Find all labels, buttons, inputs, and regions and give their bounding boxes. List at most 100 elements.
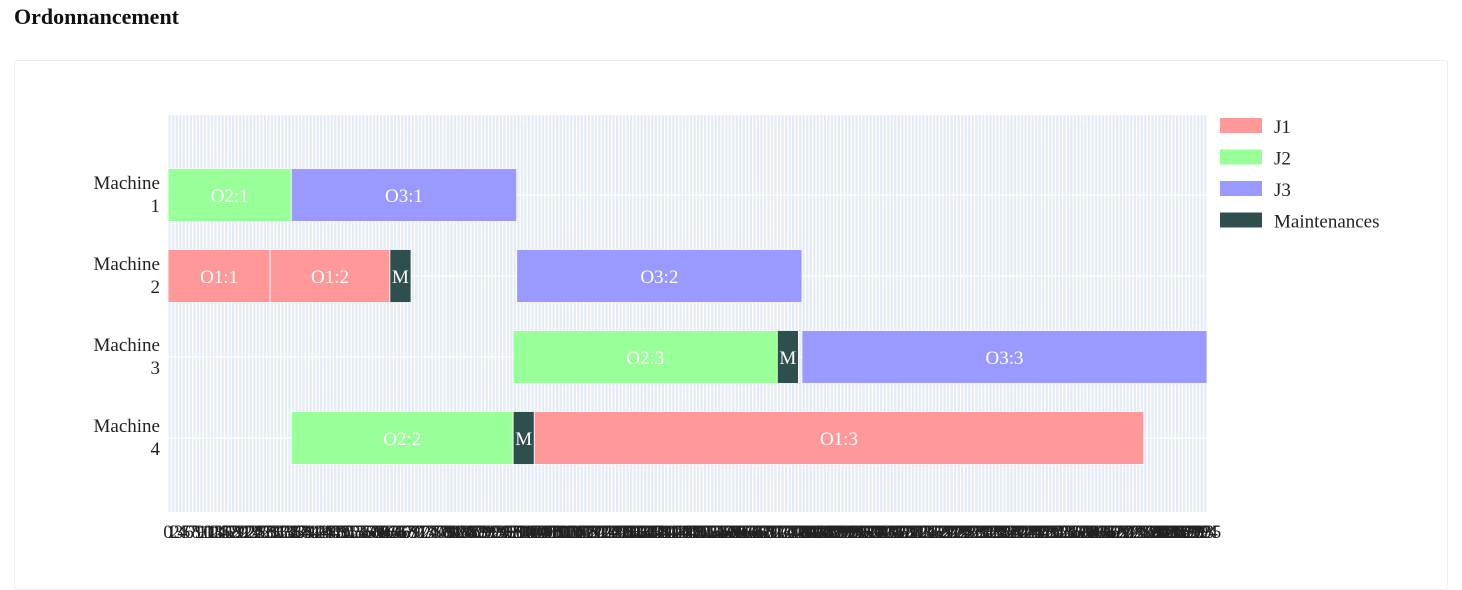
- x-tick-label: 160: [717, 522, 746, 543]
- x-tick-label: 210: [893, 522, 922, 543]
- x-tick-label: 105: [524, 522, 553, 543]
- x-tick-label: 252: [1041, 522, 1070, 543]
- x-tick-label: 283: [1150, 522, 1179, 543]
- x-tick-label: 289: [1172, 522, 1201, 543]
- x-tick-label: 161: [721, 522, 750, 543]
- x-tick-label: 215: [911, 522, 940, 543]
- x-tick-label: 181: [791, 522, 820, 543]
- x-tick-label: 53: [345, 522, 364, 543]
- x-tick-label: 157: [707, 522, 736, 543]
- x-tick-label: 162: [724, 522, 753, 543]
- x-tick-label: 120: [576, 522, 605, 543]
- x-tick-label: 100: [506, 522, 535, 543]
- x-tick-label: 258: [1062, 522, 1091, 543]
- task-label: O1:2: [311, 267, 349, 288]
- x-tick-label: 152: [689, 522, 718, 543]
- legend-swatch: [1220, 149, 1262, 165]
- x-tick-label: 31: [268, 522, 287, 543]
- y-axis-label: Machine 1: [94, 173, 160, 217]
- x-tick-label: 52: [342, 522, 361, 543]
- x-tick-label: 43: [310, 522, 329, 543]
- x-tick-label: 243: [1010, 522, 1039, 543]
- x-tick-label: 153: [693, 522, 722, 543]
- legend-swatch: [1220, 212, 1262, 228]
- x-tick-label: 25: [247, 522, 266, 543]
- x-tick-label: 263: [1080, 522, 1109, 543]
- x-tick-label: 32: [271, 522, 290, 543]
- x-tick-label: 116: [563, 522, 591, 543]
- x-tick-label: 123: [587, 522, 616, 543]
- x-tick-label: 107: [531, 522, 560, 543]
- x-tick-label: 66: [391, 522, 410, 543]
- x-tick-label: 230: [964, 522, 993, 543]
- x-tick-label: 182: [795, 522, 824, 543]
- x-tick-label: 292: [1182, 522, 1211, 543]
- x-tick-label: 110: [542, 522, 570, 543]
- x-tick-label: 174: [767, 522, 796, 543]
- x-tick-label: 75: [423, 522, 442, 543]
- x-tick-label: 83: [451, 522, 470, 543]
- x-tick-label: 233: [974, 522, 1003, 543]
- x-tick-label: 61: [373, 522, 392, 543]
- x-tick-label: 143: [657, 522, 686, 543]
- task-bar: [269, 249, 391, 303]
- task-bar: [167, 249, 271, 303]
- x-tick-label: 282: [1147, 522, 1176, 543]
- x-tick-label: 179: [784, 522, 813, 543]
- x-tick-label: 136: [633, 522, 662, 543]
- x-tick-label: 197: [848, 522, 877, 543]
- x-tick-label: 3: [174, 522, 184, 543]
- x-tick-label: 231: [967, 522, 996, 543]
- x-tick-label: 207: [883, 522, 912, 543]
- task-label: O3:3: [985, 348, 1023, 369]
- x-tick-label: 269: [1101, 522, 1130, 543]
- x-tick-label: 63: [380, 522, 399, 543]
- x-tick-label: 56: [356, 522, 375, 543]
- legend-label: J1: [1274, 117, 1291, 138]
- x-tick-label: 65: [387, 522, 406, 543]
- x-tick-label: 49: [331, 522, 350, 543]
- x-tick-label: 19: [225, 522, 244, 543]
- x-tick-label: 241: [1003, 522, 1032, 543]
- x-tick-label: 291: [1179, 522, 1208, 543]
- x-tick-label: 126: [598, 522, 627, 543]
- x-tick-label: 219: [925, 522, 954, 543]
- x-tick-label: 51: [338, 522, 357, 543]
- x-tick-label: 239: [996, 522, 1025, 543]
- x-tick-label: 84: [454, 522, 474, 543]
- task-bar: [290, 411, 514, 465]
- x-tick-label: 82: [447, 522, 466, 543]
- x-tick-label: 264: [1084, 522, 1113, 543]
- y-axis-labels: Machine 1 Machine 2 Machine 3 Machine 4: [94, 173, 161, 460]
- x-tick-label: 29: [261, 522, 280, 543]
- y-axis-label: Machine 2: [94, 254, 160, 298]
- x-tick-label: 245: [1017, 522, 1046, 543]
- x-tick-label: 104: [520, 522, 549, 543]
- x-tick-label: 146: [668, 522, 697, 543]
- task-label: O2:3: [626, 348, 664, 369]
- x-tick-label: 125: [594, 522, 623, 543]
- legend-swatch: [1220, 181, 1262, 196]
- x-tick-label: 86: [461, 522, 480, 543]
- x-tick-label: 204: [872, 522, 901, 543]
- task-bar: [776, 330, 799, 384]
- x-tick-label: 111: [545, 522, 572, 543]
- x-tick-label: 259: [1066, 522, 1095, 543]
- x-tick-label: 286: [1161, 522, 1190, 543]
- x-tick-label: 96: [497, 522, 516, 543]
- x-tick-label: 223: [939, 522, 968, 543]
- x-tick-label: 257: [1059, 522, 1088, 543]
- x-tick-label: 266: [1091, 522, 1120, 543]
- x-tick-label: 91: [479, 522, 498, 543]
- task-bar: [290, 168, 518, 222]
- x-tick-label: 70: [405, 522, 424, 543]
- x-tick-label: 14: [208, 522, 228, 543]
- x-tick-label: 77: [430, 522, 449, 543]
- x-tick-label: 198: [851, 522, 880, 543]
- x-tick-label: 39: [296, 522, 315, 543]
- y-axis-label: Machine 3: [94, 335, 160, 379]
- x-tick-label: 135: [629, 522, 658, 543]
- task-label: M: [392, 267, 409, 288]
- x-tick-label: 225: [946, 522, 975, 543]
- x-tick-label: 118: [570, 522, 598, 543]
